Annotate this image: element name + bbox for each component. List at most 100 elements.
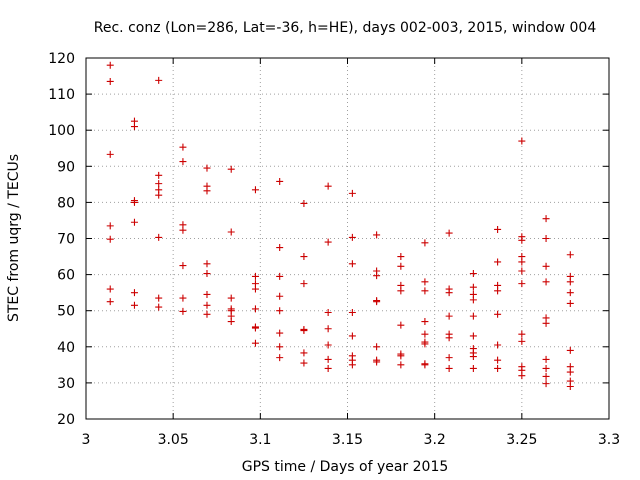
data-point — [251, 339, 259, 347]
y-tick-label: 80 — [57, 195, 75, 211]
data-point — [542, 235, 550, 242]
data-point — [518, 337, 526, 345]
data-point — [300, 199, 308, 207]
data-point — [179, 143, 187, 151]
data-point — [566, 289, 574, 297]
data-point — [373, 358, 381, 366]
data-point — [155, 233, 163, 241]
data-point — [348, 233, 356, 241]
x-tick-label: 3.25 — [506, 432, 537, 448]
data-point — [276, 329, 284, 337]
data-point — [106, 61, 114, 69]
data-point — [227, 165, 235, 173]
data-point — [397, 352, 405, 360]
data-point — [348, 332, 356, 340]
y-tick-label: 90 — [57, 159, 75, 175]
y-axis-label: STEC from uqrg / TECUs — [6, 154, 22, 322]
data-point — [130, 301, 138, 309]
data-point — [566, 368, 574, 376]
data-point — [566, 383, 574, 391]
data-point — [130, 123, 138, 131]
data-point — [348, 361, 356, 369]
data-point — [397, 361, 405, 369]
x-axis-label: GPS time / Days of year 2015 — [242, 459, 449, 475]
data-point — [251, 186, 259, 194]
data-point — [445, 229, 453, 237]
data-point — [542, 215, 550, 223]
data-point — [300, 349, 308, 357]
data-point — [518, 280, 526, 288]
x-tick-label: 3.1 — [249, 432, 271, 448]
data-point — [518, 267, 526, 275]
data-point — [518, 236, 526, 244]
data-point — [106, 150, 114, 158]
data-point — [469, 312, 477, 320]
ticks — [85, 57, 610, 420]
data-point — [155, 180, 163, 188]
data-point — [445, 334, 453, 342]
data-point — [421, 278, 429, 286]
y-tick-label: 40 — [57, 340, 75, 356]
data-point — [518, 137, 526, 145]
data-point — [518, 258, 526, 266]
data-point — [494, 258, 502, 266]
data-point — [542, 355, 550, 363]
y-tick-label: 50 — [57, 304, 75, 320]
data-point — [566, 251, 574, 259]
data-point — [373, 231, 381, 239]
data-point — [276, 292, 284, 300]
y-tick-labels: 20 30 40 50 60 70 80 90 100 110 120 — [48, 51, 75, 428]
data-point — [155, 303, 163, 311]
y-tick-label: 100 — [48, 123, 75, 139]
data-point — [106, 298, 114, 306]
data-point — [227, 228, 235, 236]
data-point — [494, 225, 502, 233]
data-point — [276, 354, 284, 362]
data-point — [348, 309, 356, 317]
data-point — [324, 182, 332, 190]
data-point — [251, 285, 259, 293]
data-point — [518, 330, 526, 338]
data-point — [373, 272, 381, 280]
data-point — [469, 364, 477, 372]
data-point — [155, 294, 163, 302]
data-point — [397, 262, 405, 270]
data-point — [542, 262, 550, 270]
data-point — [130, 198, 138, 206]
data-point — [300, 359, 308, 367]
x-tick-labels: 3 3.05 3.1 3.15 3.2 3.25 3.3 — [82, 432, 621, 448]
data-point — [445, 289, 453, 297]
data-point — [469, 353, 477, 361]
data-point — [542, 380, 550, 388]
data-point — [324, 341, 332, 349]
data-point — [324, 238, 332, 246]
data-point — [276, 177, 284, 185]
data-point — [130, 289, 138, 297]
data-point — [179, 226, 187, 234]
y-tick-label: 20 — [57, 412, 75, 428]
data-point — [494, 341, 502, 349]
data-point — [203, 164, 211, 172]
data-point — [203, 260, 211, 268]
x-tick-label: 3.2 — [424, 432, 446, 448]
data-point — [203, 310, 211, 318]
data-point — [106, 222, 114, 230]
data-point — [227, 294, 235, 302]
data-point — [203, 187, 211, 195]
data-point — [251, 324, 259, 332]
data-point — [421, 318, 429, 326]
data-point — [566, 278, 574, 286]
data-point — [397, 287, 405, 295]
x-tick-label: 3.15 — [332, 432, 363, 448]
y-tick-label: 70 — [57, 232, 75, 248]
data-point — [106, 77, 114, 85]
data-points — [106, 61, 574, 391]
x-tick-label: 3.3 — [598, 432, 620, 448]
data-point — [421, 330, 429, 338]
data-point — [469, 283, 477, 291]
data-point — [494, 310, 502, 318]
data-point — [373, 343, 381, 351]
y-tick-label: 120 — [48, 51, 75, 67]
y-tick-label: 60 — [57, 268, 75, 284]
data-point — [494, 287, 502, 295]
